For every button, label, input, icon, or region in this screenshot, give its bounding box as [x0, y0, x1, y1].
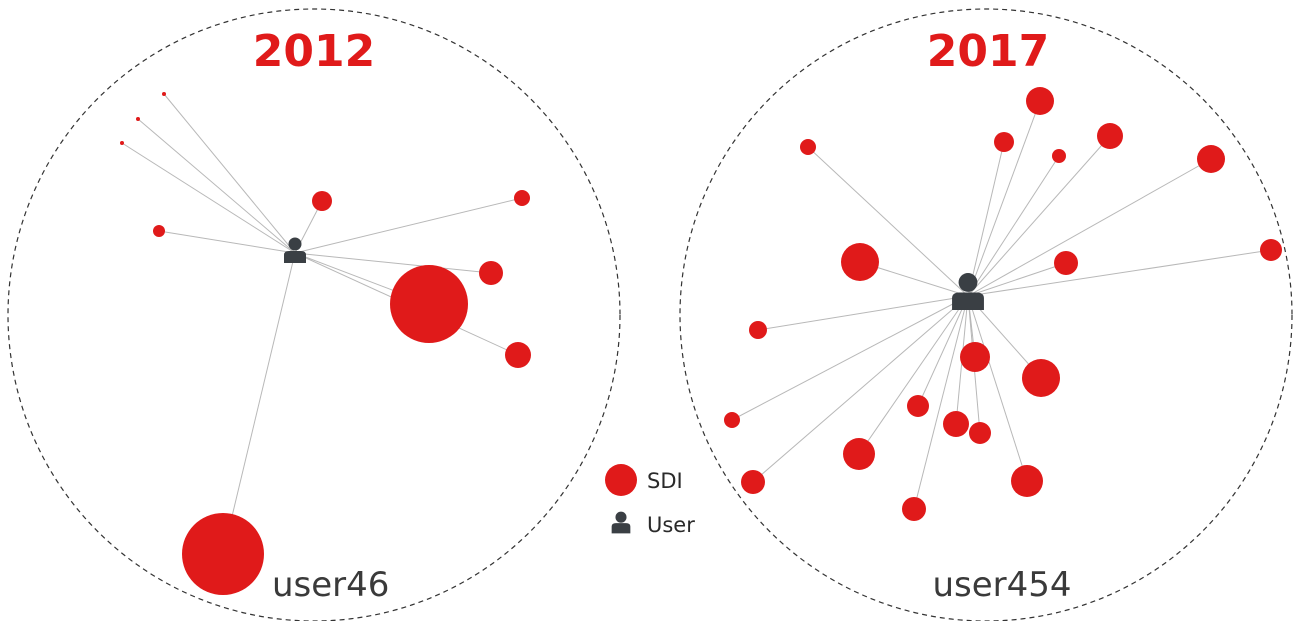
- user-node: [284, 237, 306, 263]
- edge: [222, 252, 296, 555]
- edge: [121, 142, 296, 254]
- edge: [967, 135, 1111, 297]
- edge: [858, 295, 969, 455]
- sdi-node: [969, 422, 991, 444]
- panel-boundary: [679, 8, 1293, 621]
- sdi-node: [1052, 149, 1066, 163]
- edge: [917, 295, 969, 407]
- sdi-node: [1026, 87, 1054, 115]
- sdi-node: [136, 117, 140, 121]
- sdi-node: [1011, 465, 1043, 497]
- year-label: 2017: [927, 26, 1049, 77]
- edge: [967, 295, 1028, 482]
- sdi-node: [312, 191, 332, 211]
- sdi-node: [800, 139, 816, 155]
- sdi-legend-label: SDI: [647, 469, 683, 493]
- year-label: 2012: [253, 26, 375, 77]
- sdi-node: [1022, 359, 1060, 397]
- sdi-node: [182, 513, 264, 595]
- edge: [163, 93, 296, 254]
- sdi-node: [505, 342, 531, 368]
- user-legend-label: User: [647, 513, 695, 537]
- edge: [967, 262, 1067, 297]
- sdi-node: [902, 497, 926, 521]
- sdi-node: [514, 190, 530, 206]
- sdi-node: [162, 92, 166, 96]
- panel-2017: 2017 user454: [679, 8, 1293, 621]
- sdi-node: [943, 411, 969, 437]
- sdi-node: [1260, 239, 1282, 261]
- person-icon: [284, 237, 306, 263]
- sdi-node: [907, 395, 929, 417]
- edge: [967, 158, 1212, 297]
- sdi-legend-swatch: [605, 464, 637, 496]
- user-legend-swatch: [611, 511, 631, 534]
- edges: [731, 100, 1272, 510]
- sdi-node: [841, 243, 879, 281]
- edge: [967, 100, 1041, 297]
- sdi-node: [1197, 145, 1225, 173]
- sdi-nodes: [120, 92, 531, 595]
- edge: [913, 295, 969, 510]
- sdi-node: [1054, 251, 1078, 275]
- user-id-label: user46: [272, 565, 389, 605]
- edge: [294, 252, 492, 274]
- sdi-node: [749, 321, 767, 339]
- sdi-node: [724, 412, 740, 428]
- sdi-node: [741, 470, 765, 494]
- panel-2012: 2012 user46: [7, 8, 621, 621]
- user-node: [952, 272, 984, 310]
- sdi-node: [994, 132, 1014, 152]
- edge: [294, 197, 523, 254]
- sdi-node: [1097, 123, 1123, 149]
- legend: SDI User: [605, 464, 695, 537]
- edge: [967, 155, 1060, 297]
- edge: [807, 146, 969, 297]
- edge: [967, 141, 1005, 297]
- user-id-label: user454: [932, 565, 1071, 605]
- sdi-node: [153, 225, 165, 237]
- sdi-node: [479, 261, 503, 285]
- edge: [752, 295, 969, 483]
- sdi-nodes: [724, 87, 1282, 521]
- sdi-node: [390, 265, 468, 343]
- person-icon: [611, 511, 631, 534]
- sdi-node: [960, 342, 990, 372]
- edge: [137, 118, 296, 254]
- person-icon: [952, 272, 984, 310]
- edge: [158, 230, 296, 254]
- panel-boundary: [7, 8, 621, 621]
- edge: [757, 295, 969, 331]
- edge: [967, 249, 1272, 297]
- sdi-node: [843, 438, 875, 470]
- sdi-node: [120, 141, 124, 145]
- edge: [731, 295, 969, 421]
